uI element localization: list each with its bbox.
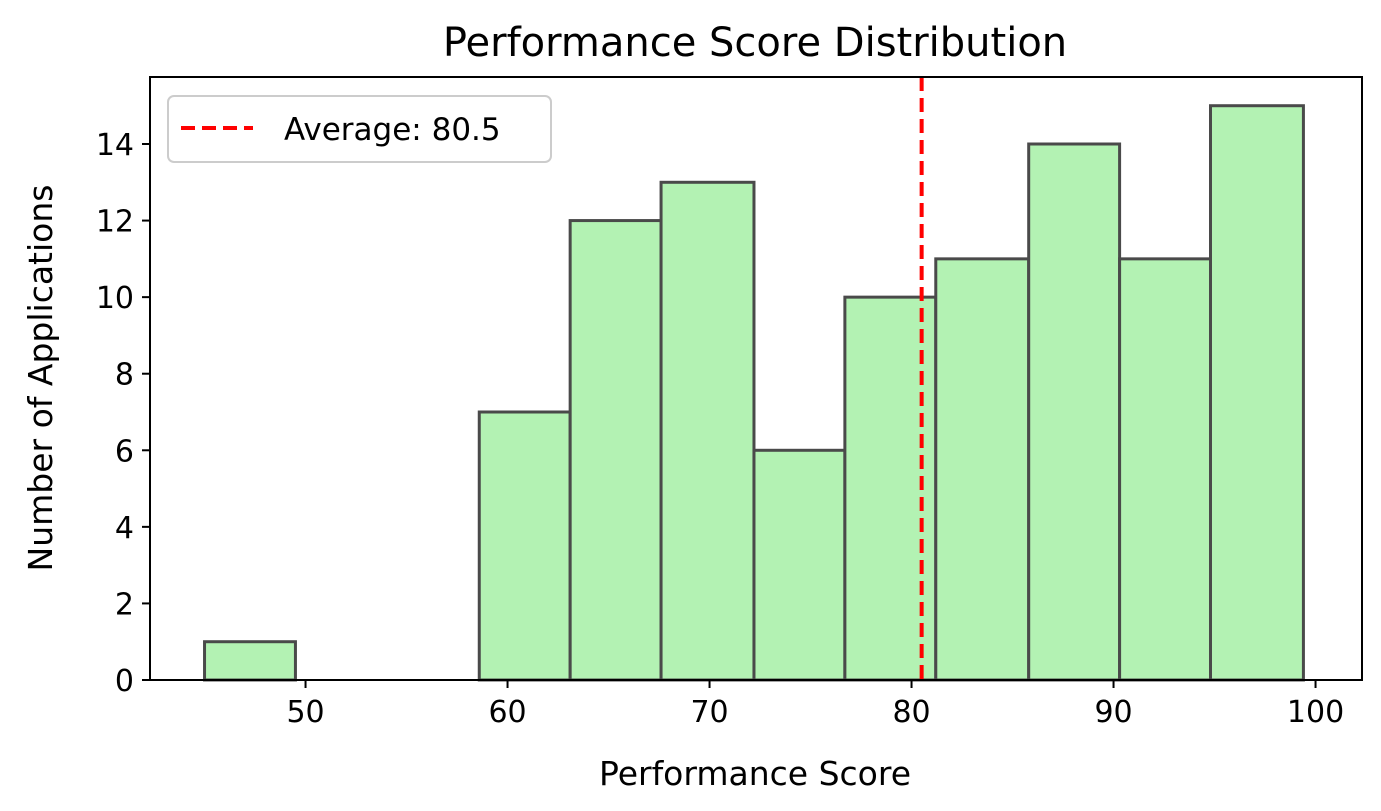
legend-average-label: Average: 80.5 (284, 112, 501, 148)
x-tick-label: 50 (286, 695, 324, 730)
y-tick-label: 8 (115, 358, 134, 393)
histogram-bar (1118, 257, 1212, 682)
x-tick-label: 90 (1094, 695, 1132, 730)
histogram-bar (659, 180, 756, 682)
chart-title: Performance Score Distribution (443, 20, 1067, 66)
histogram-bar (752, 448, 847, 682)
x-tick-label: 100 (1287, 695, 1344, 730)
y-tick-label: 12 (96, 205, 134, 240)
y-tick-label: 14 (96, 128, 134, 163)
histogram-bar (1027, 142, 1122, 682)
x-tick-label: 70 (690, 695, 728, 730)
histogram-bar (1209, 104, 1305, 682)
legend-box (167, 95, 552, 163)
histogram-bar (203, 640, 297, 682)
y-tick-label: 6 (115, 434, 134, 469)
histogram-bar (477, 410, 572, 682)
histogram-bars (203, 104, 1305, 682)
x-tick-label: 60 (488, 695, 526, 730)
histogram-bar (568, 219, 663, 682)
plot-area-frame (149, 76, 1363, 681)
y-tick-label: 0 (115, 664, 134, 699)
y-axis-label: Number of Applications (21, 185, 60, 572)
x-axis-ticks: 50 60 70 80 90 100 (286, 680, 1344, 730)
x-axis-label: Performance Score (599, 754, 911, 793)
x-tick-label: 80 (892, 695, 930, 730)
y-tick-label: 4 (115, 511, 134, 546)
legend: Average: 80.5 (167, 95, 552, 163)
y-axis-ticks: 0 2 4 6 8 10 12 14 (96, 128, 150, 699)
y-tick-label: 10 (96, 281, 134, 316)
y-tick-label: 2 (115, 587, 134, 622)
histogram-bar (934, 257, 1031, 682)
